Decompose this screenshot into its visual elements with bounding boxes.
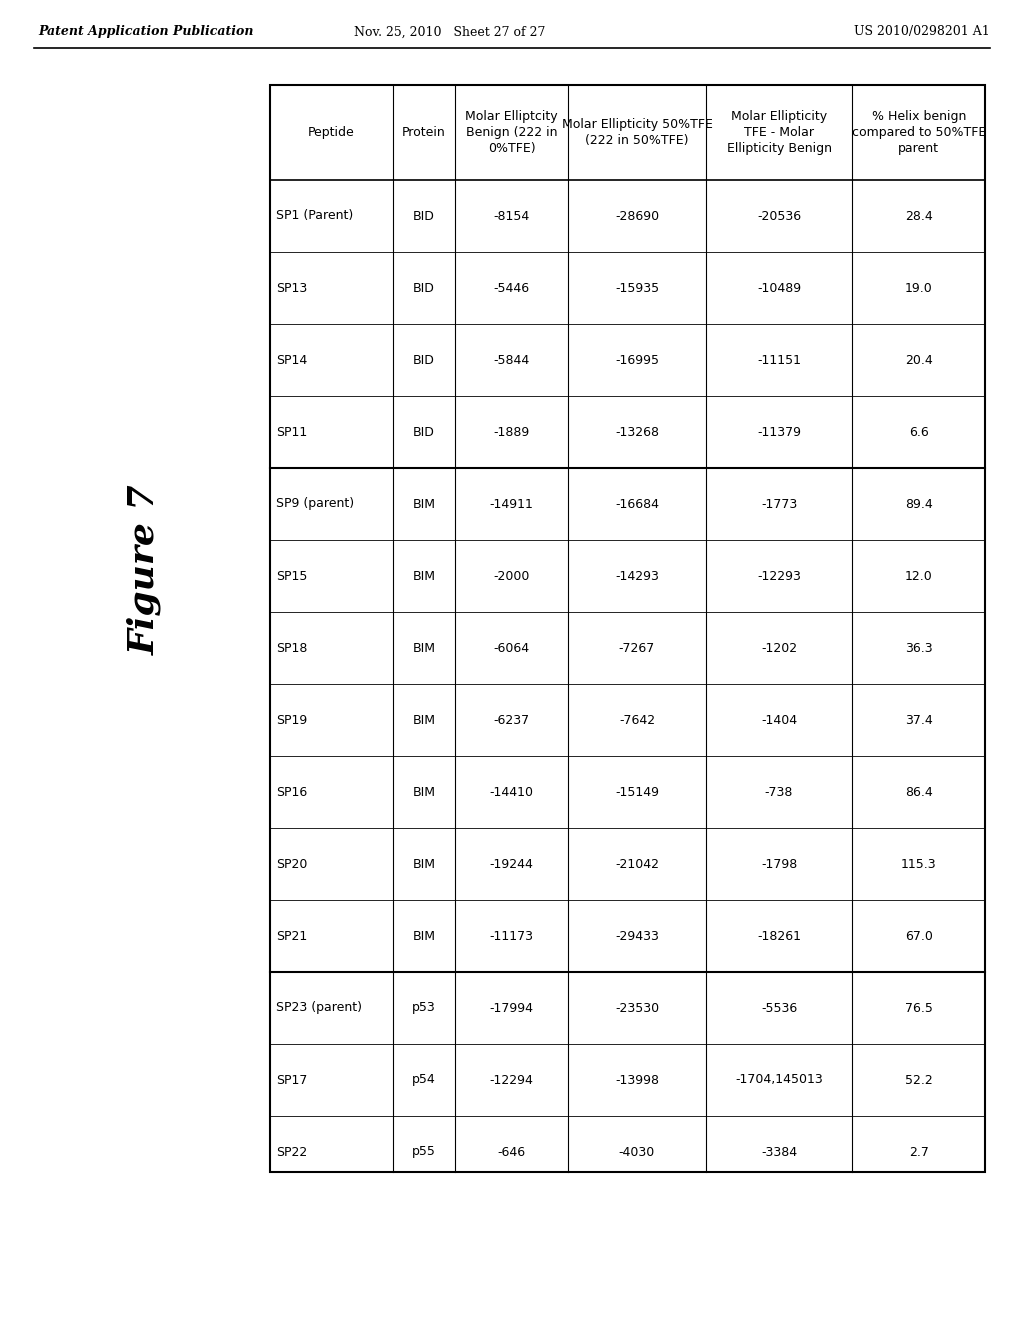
Text: -1798: -1798 bbox=[761, 858, 797, 870]
Text: 115.3: 115.3 bbox=[901, 858, 937, 870]
Text: 36.3: 36.3 bbox=[905, 642, 933, 655]
Text: -14911: -14911 bbox=[489, 498, 534, 511]
Text: -10489: -10489 bbox=[757, 281, 801, 294]
Text: -1773: -1773 bbox=[761, 498, 797, 511]
Text: -19244: -19244 bbox=[489, 858, 534, 870]
Text: SP19: SP19 bbox=[276, 714, 307, 726]
Text: -4030: -4030 bbox=[618, 1146, 655, 1159]
Text: BIM: BIM bbox=[413, 569, 435, 582]
Text: -12293: -12293 bbox=[757, 569, 801, 582]
Text: -11379: -11379 bbox=[757, 425, 801, 438]
Text: p54: p54 bbox=[412, 1073, 436, 1086]
Text: -17994: -17994 bbox=[489, 1002, 534, 1015]
Text: BID: BID bbox=[413, 354, 435, 367]
Text: -15935: -15935 bbox=[614, 281, 659, 294]
Text: -2000: -2000 bbox=[494, 569, 529, 582]
Text: BIM: BIM bbox=[413, 714, 435, 726]
Text: Molar Ellipticity 50%TFE
(222 in 50%TFE): Molar Ellipticity 50%TFE (222 in 50%TFE) bbox=[561, 117, 713, 147]
Text: 20.4: 20.4 bbox=[905, 354, 933, 367]
Text: Protein: Protein bbox=[402, 125, 445, 139]
Text: -21042: -21042 bbox=[615, 858, 659, 870]
Text: -1704,145013: -1704,145013 bbox=[735, 1073, 823, 1086]
Text: SP1 (Parent): SP1 (Parent) bbox=[276, 210, 353, 223]
Text: p55: p55 bbox=[412, 1146, 436, 1159]
Text: -15149: -15149 bbox=[615, 785, 659, 799]
Text: SP15: SP15 bbox=[276, 569, 307, 582]
Text: BID: BID bbox=[413, 425, 435, 438]
Text: -18261: -18261 bbox=[757, 929, 801, 942]
Text: 89.4: 89.4 bbox=[905, 498, 933, 511]
Text: % Helix benign
compared to 50%TFE
parent: % Helix benign compared to 50%TFE parent bbox=[852, 110, 986, 154]
Text: SP20: SP20 bbox=[276, 858, 307, 870]
Text: -7642: -7642 bbox=[618, 714, 655, 726]
Text: SP17: SP17 bbox=[276, 1073, 307, 1086]
Text: SP11: SP11 bbox=[276, 425, 307, 438]
Text: Molar Elliptcity
Benign (222 in
0%TFE): Molar Elliptcity Benign (222 in 0%TFE) bbox=[465, 110, 558, 154]
Text: -11173: -11173 bbox=[489, 929, 534, 942]
Text: BIM: BIM bbox=[413, 785, 435, 799]
Text: -29433: -29433 bbox=[615, 929, 658, 942]
Text: 67.0: 67.0 bbox=[905, 929, 933, 942]
Text: -6064: -6064 bbox=[494, 642, 529, 655]
Text: US 2010/0298201 A1: US 2010/0298201 A1 bbox=[854, 25, 990, 38]
Text: -20536: -20536 bbox=[757, 210, 801, 223]
Text: BID: BID bbox=[413, 210, 435, 223]
Text: SP18: SP18 bbox=[276, 642, 307, 655]
Text: Patent Application Publication: Patent Application Publication bbox=[38, 25, 254, 38]
Text: SP9 (parent): SP9 (parent) bbox=[276, 498, 354, 511]
Bar bbox=[270, 84, 985, 1172]
Text: -11151: -11151 bbox=[757, 354, 801, 367]
Text: 19.0: 19.0 bbox=[905, 281, 933, 294]
Text: -738: -738 bbox=[765, 785, 794, 799]
Text: 76.5: 76.5 bbox=[905, 1002, 933, 1015]
Text: Figure 7: Figure 7 bbox=[128, 484, 162, 655]
Text: -3384: -3384 bbox=[761, 1146, 797, 1159]
Text: -7267: -7267 bbox=[618, 642, 655, 655]
Text: BIM: BIM bbox=[413, 642, 435, 655]
Text: -23530: -23530 bbox=[614, 1002, 659, 1015]
Text: 2.7: 2.7 bbox=[908, 1146, 929, 1159]
Text: -12294: -12294 bbox=[489, 1073, 534, 1086]
Text: BIM: BIM bbox=[413, 858, 435, 870]
Text: BIM: BIM bbox=[413, 498, 435, 511]
Text: -5446: -5446 bbox=[494, 281, 529, 294]
Text: -16684: -16684 bbox=[615, 498, 659, 511]
Text: -1404: -1404 bbox=[761, 714, 797, 726]
Text: -14293: -14293 bbox=[615, 569, 658, 582]
Text: 12.0: 12.0 bbox=[905, 569, 933, 582]
Text: BID: BID bbox=[413, 281, 435, 294]
Text: -28690: -28690 bbox=[614, 210, 659, 223]
Text: 86.4: 86.4 bbox=[905, 785, 933, 799]
Text: SP22: SP22 bbox=[276, 1146, 307, 1159]
Text: -1202: -1202 bbox=[761, 642, 797, 655]
Text: -646: -646 bbox=[498, 1146, 525, 1159]
Text: BIM: BIM bbox=[413, 929, 435, 942]
Text: Peptide: Peptide bbox=[308, 125, 355, 139]
Text: -5844: -5844 bbox=[494, 354, 529, 367]
Text: 37.4: 37.4 bbox=[905, 714, 933, 726]
Text: -8154: -8154 bbox=[494, 210, 529, 223]
Text: SP14: SP14 bbox=[276, 354, 307, 367]
Text: SP16: SP16 bbox=[276, 785, 307, 799]
Text: -5536: -5536 bbox=[761, 1002, 797, 1015]
Text: p53: p53 bbox=[412, 1002, 436, 1015]
Text: -14410: -14410 bbox=[489, 785, 534, 799]
Text: SP23 (parent): SP23 (parent) bbox=[276, 1002, 362, 1015]
Text: 52.2: 52.2 bbox=[905, 1073, 933, 1086]
Text: Nov. 25, 2010   Sheet 27 of 27: Nov. 25, 2010 Sheet 27 of 27 bbox=[354, 25, 546, 38]
Text: 28.4: 28.4 bbox=[905, 210, 933, 223]
Text: SP21: SP21 bbox=[276, 929, 307, 942]
Text: Molar Ellipticity
TFE - Molar
Ellipticity Benign: Molar Ellipticity TFE - Molar Ellipticit… bbox=[726, 110, 831, 154]
Text: -13998: -13998 bbox=[615, 1073, 659, 1086]
Text: -6237: -6237 bbox=[494, 714, 529, 726]
Text: -1889: -1889 bbox=[494, 425, 529, 438]
Text: -13268: -13268 bbox=[615, 425, 659, 438]
Text: 6.6: 6.6 bbox=[909, 425, 929, 438]
Text: -16995: -16995 bbox=[615, 354, 659, 367]
Text: SP13: SP13 bbox=[276, 281, 307, 294]
